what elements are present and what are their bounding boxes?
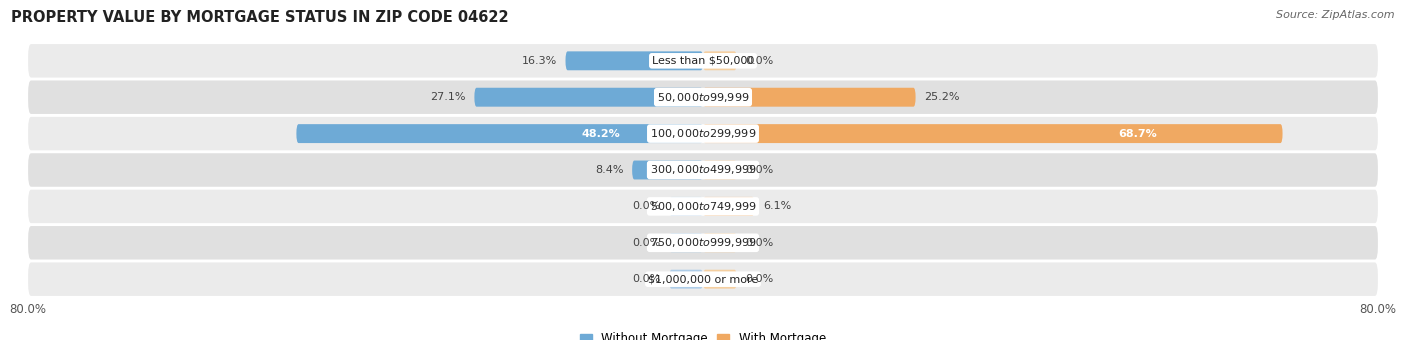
Text: 6.1%: 6.1%: [763, 201, 792, 211]
Text: PROPERTY VALUE BY MORTGAGE STATUS IN ZIP CODE 04622: PROPERTY VALUE BY MORTGAGE STATUS IN ZIP…: [11, 10, 509, 25]
FancyBboxPatch shape: [669, 233, 703, 252]
FancyBboxPatch shape: [28, 117, 1378, 150]
Text: $1,000,000 or more: $1,000,000 or more: [648, 274, 758, 284]
FancyBboxPatch shape: [28, 262, 1378, 296]
FancyBboxPatch shape: [703, 197, 755, 216]
FancyBboxPatch shape: [669, 197, 703, 216]
FancyBboxPatch shape: [28, 226, 1378, 259]
FancyBboxPatch shape: [565, 51, 703, 70]
Text: $50,000 to $99,999: $50,000 to $99,999: [657, 91, 749, 104]
Legend: Without Mortgage, With Mortgage: Without Mortgage, With Mortgage: [575, 328, 831, 340]
FancyBboxPatch shape: [703, 270, 737, 289]
Text: 0.0%: 0.0%: [745, 238, 773, 248]
Text: 48.2%: 48.2%: [582, 129, 620, 139]
FancyBboxPatch shape: [633, 160, 703, 180]
Text: Source: ZipAtlas.com: Source: ZipAtlas.com: [1277, 10, 1395, 20]
FancyBboxPatch shape: [703, 233, 737, 252]
FancyBboxPatch shape: [474, 88, 703, 107]
Text: 0.0%: 0.0%: [745, 165, 773, 175]
Text: $300,000 to $499,999: $300,000 to $499,999: [650, 164, 756, 176]
FancyBboxPatch shape: [28, 190, 1378, 223]
Text: 68.7%: 68.7%: [1118, 129, 1157, 139]
FancyBboxPatch shape: [669, 270, 703, 289]
Text: 0.0%: 0.0%: [745, 274, 773, 284]
FancyBboxPatch shape: [28, 44, 1378, 78]
Text: 0.0%: 0.0%: [633, 274, 661, 284]
Text: 0.0%: 0.0%: [633, 201, 661, 211]
FancyBboxPatch shape: [28, 81, 1378, 114]
Text: $750,000 to $999,999: $750,000 to $999,999: [650, 236, 756, 249]
Text: $500,000 to $749,999: $500,000 to $749,999: [650, 200, 756, 213]
FancyBboxPatch shape: [703, 88, 915, 107]
Text: $100,000 to $299,999: $100,000 to $299,999: [650, 127, 756, 140]
FancyBboxPatch shape: [703, 124, 1282, 143]
Text: 0.0%: 0.0%: [633, 238, 661, 248]
Text: 0.0%: 0.0%: [745, 56, 773, 66]
Text: 8.4%: 8.4%: [595, 165, 624, 175]
FancyBboxPatch shape: [703, 160, 737, 180]
Text: 25.2%: 25.2%: [924, 92, 959, 102]
Text: Less than $50,000: Less than $50,000: [652, 56, 754, 66]
FancyBboxPatch shape: [28, 153, 1378, 187]
FancyBboxPatch shape: [297, 124, 703, 143]
FancyBboxPatch shape: [703, 51, 737, 70]
Text: 16.3%: 16.3%: [522, 56, 557, 66]
Text: 27.1%: 27.1%: [430, 92, 465, 102]
